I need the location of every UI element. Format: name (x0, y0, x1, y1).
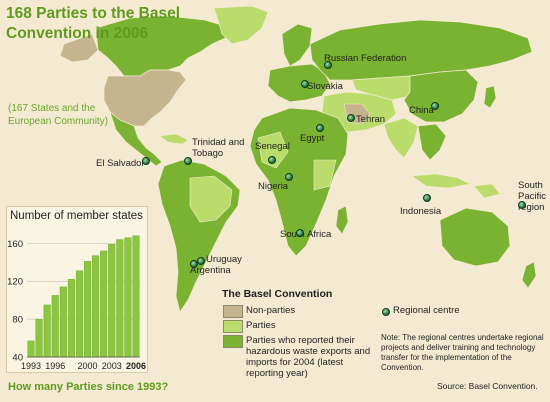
regional-centre-dot-icon (518, 201, 526, 209)
footnote: Note: The regional centres undertake reg… (381, 333, 544, 372)
regional-centre-dot-icon (423, 194, 431, 202)
legend-swatch-reported (223, 335, 243, 348)
legend-swatch-parties (223, 320, 243, 333)
regional-centre-dot-icon (285, 173, 293, 181)
landmass-caribbean (159, 133, 189, 145)
chart-question: How many Parties since 1993? (8, 381, 169, 393)
label-south-pacific-region: South Pacific region (518, 180, 550, 213)
regional-centre-dot-icon (324, 61, 332, 69)
legend-label-non-parties: Non-parties (246, 305, 296, 316)
landmass-india (383, 117, 419, 159)
chart-panel (6, 206, 148, 373)
landmass-greenland (213, 5, 269, 45)
chart-title: Number of member states (10, 210, 143, 222)
label-south-africa: South Africa (280, 229, 332, 240)
label-argentina: Argentina (190, 265, 231, 276)
legend-label-reported: Parties who reported their hazardous was… (246, 335, 371, 379)
landmass-png (473, 183, 501, 199)
regional-centre-dot-icon (296, 229, 304, 237)
landmass-new-zealand (521, 261, 537, 289)
landmass-japan (483, 85, 497, 109)
regional-centre-dot-icon (184, 157, 192, 165)
regional-centre-dot-icon (316, 124, 324, 132)
legend-title: The Basel Convention (222, 288, 333, 300)
landmass-usa (103, 69, 187, 127)
landmass-indonesia (411, 173, 471, 189)
regional-centre-dot-icon (142, 157, 150, 165)
label-russian-federation: Russian Federation (324, 53, 407, 64)
label-egypt: Egypt (300, 133, 325, 144)
landmass-alaska (59, 33, 99, 63)
landmass-southeast-asia (417, 123, 447, 161)
label-indonesia: Indonesia (400, 206, 442, 217)
landmass-mexico (109, 110, 163, 167)
landmass-west-africa-party (257, 131, 289, 169)
source-credit: Source: Basel Convention. (437, 381, 538, 391)
landmass-europe (267, 63, 331, 103)
landmass-east-africa-party (313, 159, 337, 191)
landmass-china (403, 69, 479, 123)
landmass-russia (309, 19, 533, 81)
label-trinidad-and-tobago-text: Trinidad and Tobago (192, 137, 245, 159)
label-china: China (409, 105, 434, 116)
legend-swatch-non-parties (223, 305, 243, 318)
label-nigeria: Nigeria (258, 181, 289, 192)
label-tehran: Tehran (356, 114, 386, 125)
legend-regional-centre-dot-icon (382, 308, 390, 316)
regional-centre-dot-icon (431, 102, 439, 110)
label-trinidad-and-tobago: Trinidad and Tobago (192, 137, 252, 159)
label-el-salvador: El Salvador (96, 158, 145, 169)
label-slovakia: Slovakia (307, 81, 343, 92)
regional-centre-dot-icon (190, 260, 198, 268)
landmass-australia (439, 207, 511, 267)
map-title: 168 Parties to the Basel Convention in 2… (6, 5, 181, 42)
label-senegal: Senegal (255, 141, 290, 152)
landmass-madagascar (335, 205, 349, 235)
landmass-brazil-party (189, 175, 233, 223)
landmass-canada (95, 15, 231, 77)
regional-centre-dot-icon (347, 114, 355, 122)
regional-centre-dot-icon (301, 80, 309, 88)
regional-centre-dot-icon (197, 257, 205, 265)
label-uruguay: Uruguay (206, 254, 242, 265)
map-subtitle: (167 States and the European Community) (8, 103, 109, 127)
regional-centre-dot-icon (268, 156, 276, 164)
legend-label-parties: Parties (246, 320, 276, 331)
landmass-scandinavia (281, 23, 313, 67)
label-south-pacific-region-text: South Pacific region (518, 180, 546, 213)
legend-label-regional-centre: Regional centre (393, 305, 460, 316)
